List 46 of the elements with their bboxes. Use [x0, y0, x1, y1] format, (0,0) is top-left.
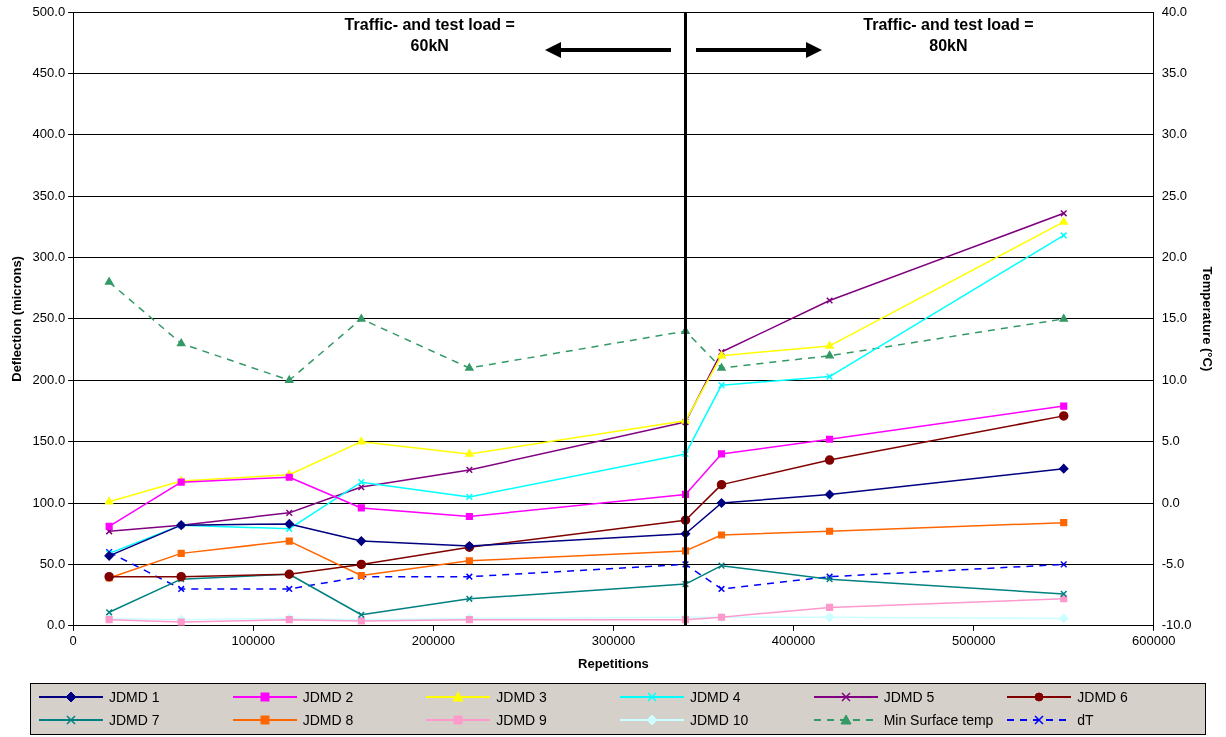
y2-tick-label: 30.0 [1161, 126, 1188, 142]
y2-tick-label: 5.0 [1161, 433, 1180, 449]
y2-tick-label: 10.0 [1161, 371, 1188, 387]
y-tick-label: 300.0 [32, 249, 66, 265]
x-tick-label: 0 [69, 633, 77, 649]
legend-label: JDMD 10 [690, 712, 749, 728]
annotation: Traffic- and test load = 60kN [344, 16, 515, 55]
x-tick-label: 100000 [231, 633, 275, 649]
y-tick-label: 200.0 [32, 371, 66, 387]
y2-tick-label: 15.0 [1161, 310, 1188, 326]
y-tick-label: 150.0 [32, 433, 66, 449]
y-tick-label: 400.0 [32, 126, 66, 142]
legend-label: JDMD 7 [109, 712, 160, 728]
y2-tick-label: 25.0 [1161, 187, 1188, 203]
x-tick-label: 500000 [951, 633, 996, 649]
x-tick-label: 300000 [591, 633, 636, 649]
legend-label: JDMD 4 [690, 689, 741, 705]
y2-tick-label: 20.0 [1161, 249, 1188, 265]
y2-tick-label: 35.0 [1161, 64, 1188, 80]
y-tick-label: 350.0 [32, 187, 66, 203]
y-tick-label: 50.0 [39, 556, 66, 571]
legend-label: JDMD 3 [496, 689, 547, 705]
y-tick-label: 0.0 [47, 617, 66, 633]
x-axis-title: Repetitions [578, 655, 649, 671]
legend-label: JDMD 5 [883, 689, 935, 705]
legend-label: JDMD 9 [496, 712, 547, 728]
legend-label: dT [1077, 712, 1094, 728]
y-tick-label: 250.0 [32, 310, 66, 326]
y-tick-label: 100.0 [32, 494, 66, 510]
x-tick-label: 600000 [1132, 633, 1176, 649]
annotation: Traffic- and test load = 80kN [863, 16, 1034, 55]
y2-axis-title: Temperature (°C) [1199, 266, 1215, 372]
y2-tick-label: 0.0 [1161, 494, 1180, 510]
legend-label: JDMD 1 [109, 689, 160, 705]
x-tick-label: 200000 [411, 633, 456, 649]
y2-tick-label: 40.0 [1161, 3, 1188, 19]
y-tick-label: 450.0 [32, 64, 66, 80]
legend-label: JDMD 6 [1077, 689, 1128, 705]
legend-label: JDMD 8 [302, 712, 354, 728]
y-axis-title: Deflection (microns) [9, 256, 25, 382]
legend-label: JDMD 2 [302, 689, 354, 705]
y2-tick-label: -10.0 [1161, 617, 1192, 633]
y-tick-label: 500.0 [32, 3, 66, 19]
y2-tick-label: -5.0 [1161, 556, 1185, 571]
legend-label: Min Surface temp [883, 712, 994, 728]
x-tick-label: 400000 [771, 633, 816, 649]
